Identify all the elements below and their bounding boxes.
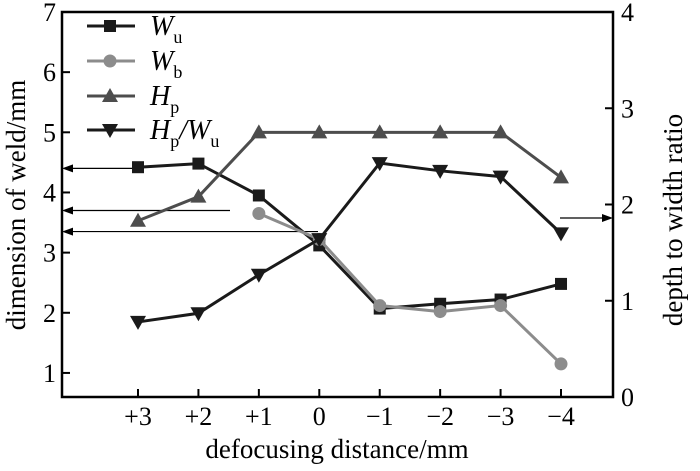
legend-label: Wu — [150, 11, 182, 47]
data-point-circle — [433, 305, 447, 319]
y-right-tick-label: 3 — [621, 94, 634, 123]
x-tick-label: −2 — [426, 402, 454, 431]
y-left-tick-label: 6 — [43, 58, 56, 87]
data-point-circle — [494, 299, 508, 313]
y-left-tick-label: 7 — [43, 0, 56, 27]
data-point-triangle-down — [250, 268, 267, 283]
data-point-circle — [103, 54, 117, 68]
data-point-square — [104, 20, 116, 32]
y-right-tick-label: 4 — [621, 0, 634, 27]
x-axis-title: defocusing distance/mm — [205, 434, 468, 464]
y-left-tick-label: 4 — [43, 178, 56, 207]
x-tick-label: −1 — [366, 402, 394, 431]
data-point-triangle-down — [432, 164, 449, 179]
data-point-triangle-up — [371, 124, 388, 139]
axis-indicator-arrows — [62, 164, 613, 236]
x-tick-label: −4 — [547, 402, 575, 431]
data-point-square — [132, 161, 144, 174]
indicator-arrow-head — [62, 164, 73, 173]
series-line — [137, 161, 563, 324]
indicator-arrow-head — [602, 213, 613, 222]
data-point-square — [252, 189, 265, 202]
y-right-tick-label: 2 — [621, 191, 634, 220]
data-point-circle — [252, 207, 266, 221]
legend-label: Hp/Wu — [149, 115, 219, 151]
data-point-triangle-down — [130, 315, 146, 330]
ticks: 1 2 3 4 5 6 7 0 1 2 3 4 +3 +2 +1 0 −1 −2 −3 −4 — [43, 0, 634, 431]
legend-label: Hp — [149, 81, 179, 117]
data-point-circle — [554, 357, 568, 371]
legend-label: Wb — [150, 46, 182, 82]
data-point-triangle-up — [432, 124, 449, 139]
data-point-triangle-up — [553, 169, 570, 184]
data-point-circle — [373, 299, 387, 313]
y-left-tick-label: 2 — [43, 299, 56, 328]
x-tick-label: −3 — [487, 402, 515, 431]
data-point-triangle-down — [492, 170, 509, 185]
y-left-tick-label: 5 — [43, 118, 56, 147]
series-line — [258, 212, 563, 365]
x-tick-label: +1 — [245, 402, 273, 431]
y-right-tick-label: 1 — [621, 287, 634, 316]
data-point-triangle-down — [102, 124, 118, 138]
indicator-arrow-head — [62, 206, 73, 215]
y-left-tick-label: 1 — [43, 359, 56, 388]
y-axis-right-title: depth to width ratio — [658, 114, 688, 326]
data-point-triangle-down — [553, 227, 570, 242]
series-line — [137, 162, 562, 311]
data-point-triangle-down — [190, 307, 207, 322]
x-tick-label: +2 — [185, 402, 213, 431]
data-point-triangle-up — [190, 188, 207, 203]
series-wb — [252, 207, 568, 371]
data-point-triangle-down — [311, 233, 328, 248]
data-point-triangle-up — [311, 124, 328, 139]
data-point-triangle-up — [492, 124, 509, 139]
x-tick-label: 0 — [313, 402, 326, 431]
data-point-triangle-up — [102, 88, 118, 102]
y-axis-left-title: dimension of weld/mm — [1, 80, 31, 330]
series — [130, 124, 570, 371]
data-point-square — [192, 157, 205, 170]
series-line — [137, 130, 562, 223]
data-point-triangle-up — [130, 212, 146, 227]
y-left-tick-label: 3 — [43, 239, 56, 268]
x-tick-label: +3 — [124, 402, 152, 431]
series-hp — [130, 124, 570, 227]
data-point-triangle-up — [250, 124, 267, 139]
indicator-arrow-head — [62, 227, 73, 236]
series-hp-wu — [130, 157, 570, 330]
y-right-tick-label: 0 — [621, 383, 634, 412]
data-point-triangle-down — [371, 157, 388, 172]
data-point-square — [555, 277, 568, 290]
